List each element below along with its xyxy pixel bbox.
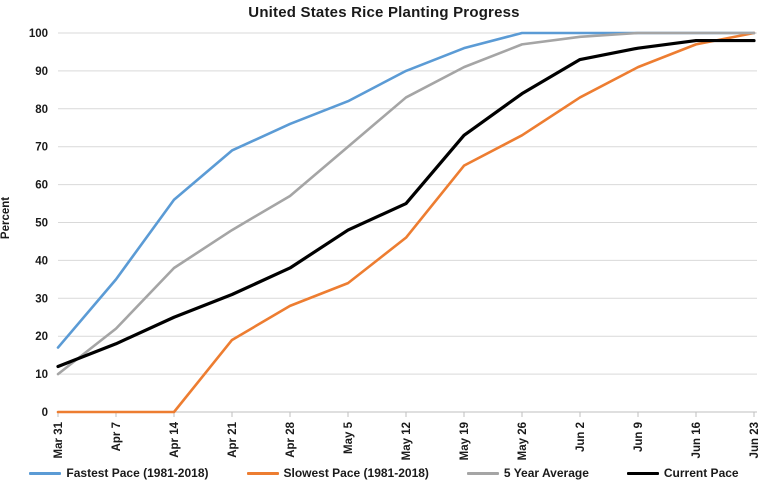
chart-title: United States Rice Planting Progress [248, 4, 520, 21]
series-line-5-year-average [56, 31, 756, 376]
legend-swatch [29, 471, 62, 475]
y-tick-label: 100 [29, 28, 48, 40]
x-tick-label: Apr 7 [111, 422, 123, 451]
y-tick-label: 10 [35, 369, 48, 381]
y-tick-label: 50 [35, 218, 48, 230]
x-tick-label: Jun 16 [691, 422, 703, 458]
legend-item-current-pace: Current Pace [626, 466, 739, 480]
legend-item-5-year-average: 5 Year Average [466, 466, 589, 480]
series-line-current-pace [56, 38, 756, 369]
y-tick-label: 80 [35, 104, 48, 116]
y-tick-label: 90 [35, 66, 48, 78]
x-tick-label: May 12 [401, 422, 413, 460]
x-tick-label: May 19 [459, 422, 471, 460]
x-tick-label: Jun 23 [749, 422, 761, 458]
y-tick-label: 20 [35, 331, 48, 343]
legend-swatch [246, 471, 279, 475]
x-tick-label: Apr 21 [227, 421, 239, 457]
series-line-slowest-pace-1981-2018 [56, 31, 756, 414]
series-line-fastest-pace-1981-2018 [56, 31, 756, 349]
x-tick-label: Apr 14 [169, 421, 181, 457]
legend-item-fastest-pace-1981-2018: Fastest Pace (1981-2018) [29, 466, 209, 480]
y-tick-label: 40 [35, 255, 48, 267]
x-tick-label: May 5 [343, 421, 355, 454]
legend-swatch [466, 471, 499, 475]
legend-label: 5 Year Average [503, 466, 589, 480]
y-tick-label: 0 [42, 407, 48, 419]
x-tick-label: Mar 31 [53, 421, 65, 458]
x-tick-label: May 26 [517, 422, 529, 460]
legend-label: Slowest Pace (1981-2018) [283, 466, 429, 480]
legend-label: Current Pace [663, 466, 739, 480]
legend: Fastest Pace (1981-2018) Slowest Pace (19… [0, 466, 768, 480]
legend-swatch [626, 471, 659, 475]
x-tick-label: Jun 2 [575, 422, 587, 452]
y-tick-label: 60 [35, 180, 48, 192]
x-tick-label: Jun 9 [633, 422, 645, 452]
x-tick-label: Apr 28 [285, 421, 297, 457]
plot-area: 0 10 20 30 40 50 60 70 80 90 100 Mar 31 Apr 7 Apr 14 A… [29, 28, 761, 460]
legend-label: Fastest Pace (1981-2018) [66, 466, 209, 480]
y-tick-label: 70 [35, 142, 48, 154]
y-tick-label: 30 [35, 293, 48, 305]
legend-item-slowest-pace-1981-2018: Slowest Pace (1981-2018) [246, 466, 429, 480]
